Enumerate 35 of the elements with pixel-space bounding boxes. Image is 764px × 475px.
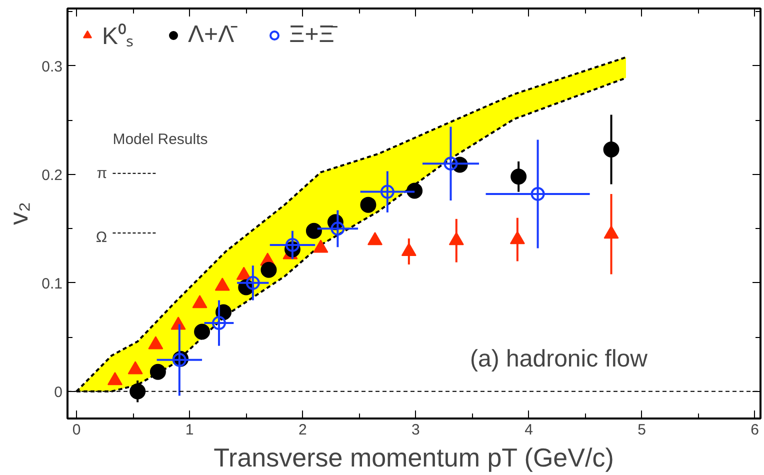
y-tick-label: 0.1 [42,275,63,292]
point [406,182,423,199]
y-tick-label: 0.2 [42,166,63,184]
x-tick-label: 4 [524,422,533,438]
y-tick-label: 0.3 [42,58,63,76]
point [150,364,166,380]
x-tick-label: 6 [750,422,760,438]
point [360,196,376,213]
x-tick-label: 2 [298,422,307,438]
annotation: π [96,164,108,182]
x-tick-label: 3 [412,422,420,438]
point [260,262,277,278]
point [130,383,146,400]
legend-label: K⁰ₛ [102,22,134,51]
annotation: (a) hadronic flow [470,345,648,372]
point [246,276,260,290]
point [285,238,300,252]
point [530,186,545,201]
annotation: Ω [96,228,108,246]
point [444,156,458,171]
y-tick-label: 0 [54,384,62,401]
point [380,184,394,199]
point [212,316,226,330]
x-tick-label: 1 [185,422,194,438]
x-tick-label: 0 [72,422,81,438]
annotation: Model Results [112,131,208,148]
point [194,324,210,340]
point [172,352,186,367]
x-axis-title: Transverse momentum pT (GeV/c) [214,442,614,472]
point [330,222,345,236]
point [306,222,322,239]
y-axis-title: v₂ [4,202,34,226]
x-tick-label: 5 [638,422,646,438]
point [603,142,620,158]
point [510,168,527,185]
